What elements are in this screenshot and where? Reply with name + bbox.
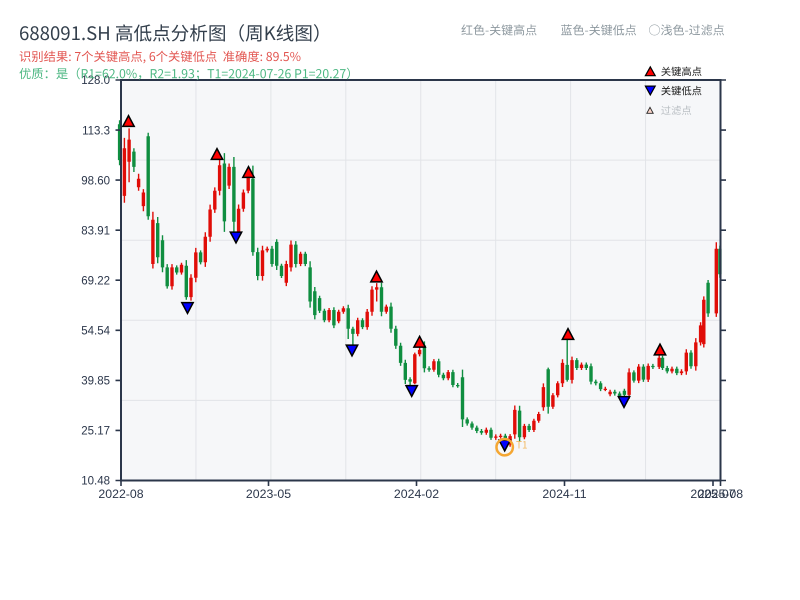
svg-text:69.22: 69.22 [81, 275, 110, 287]
svg-text:128.0: 128.0 [81, 75, 110, 87]
svg-text:54.54: 54.54 [81, 326, 110, 338]
svg-text:113.3: 113.3 [82, 125, 110, 137]
svg-text:98.60: 98.60 [81, 175, 110, 187]
svg-text:83.91: 83.91 [81, 225, 110, 237]
svg-text:25.17: 25.17 [81, 426, 110, 438]
svg-text:10.48: 10.48 [81, 476, 110, 488]
svg-text:2022-08: 2022-08 [98, 487, 143, 501]
svg-text:2025-07: 2025-07 [690, 487, 735, 501]
svg-text:2023-05: 2023-05 [246, 487, 291, 501]
svg-text:2024-11: 2024-11 [542, 487, 586, 501]
svg-text:39.85: 39.85 [81, 376, 110, 388]
svg-text:2025-08: 2025-08 [698, 487, 743, 501]
svg-text:2024-02: 2024-02 [394, 487, 439, 501]
